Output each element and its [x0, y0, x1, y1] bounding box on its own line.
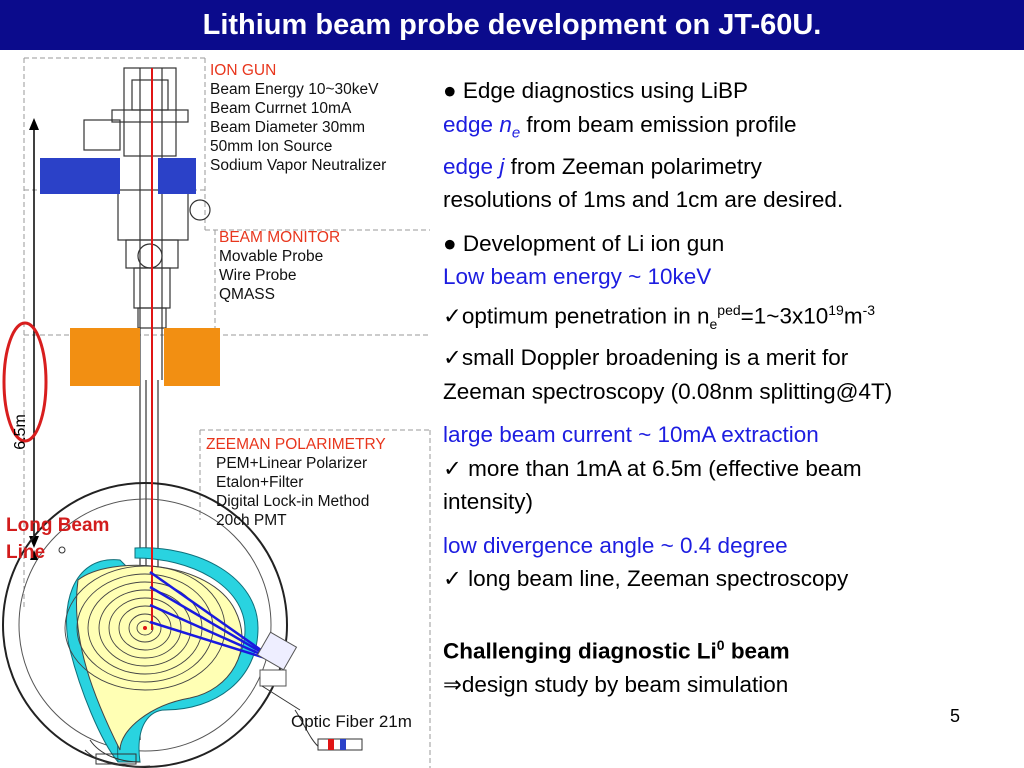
neutralizer-magnet-left: [40, 158, 120, 194]
edge-j-line: edge j from Zeeman polarimetry: [443, 153, 762, 179]
beam-monitor-heading: BEAM MONITOR: [219, 229, 341, 246]
edge-ne-line: edge ne from beam emission profile: [443, 111, 797, 142]
ion-gun-line: Sodium Vapor Neutralizer: [210, 157, 387, 174]
beamline-drawing: [2, 57, 431, 768]
more-than-line: ✓ more than 1mA at 6.5m (effective beam: [443, 455, 862, 481]
beam-monitor-line: QMASS: [219, 286, 275, 303]
beam-monitor-line: Wire Probe: [219, 267, 297, 284]
zeeman-line: Digital Lock-in Method: [216, 493, 370, 510]
ion-gun-line: Beam Diameter 30mm: [210, 119, 366, 136]
neutralizer-magnet-right: [158, 158, 196, 194]
zeeman-sightlines: [149, 570, 279, 664]
bullet-ion-gun: ● Development of Li ion gun: [443, 230, 725, 256]
zeeman-heading: ZEEMAN POLARIMETRY: [206, 436, 386, 453]
long-beam-line-1: Long Beam: [6, 515, 110, 536]
length-label: 6.5m: [12, 414, 29, 450]
beam-monitor-label: BEAM MONITOR Movable Probe Wire Probe QM…: [219, 229, 340, 304]
ion-gun-label: ION GUN Beam Energy 10~30keV Beam Currne…: [210, 62, 386, 175]
slide-body: ● Edge diagnostics using LiBP edge ne fr…: [443, 74, 1023, 701]
coil-left: [70, 328, 140, 386]
long-beam-line-2: Line: [6, 542, 46, 563]
vacuum-vessel: [2, 482, 288, 768]
challenging-line: Challenging diagnostic Li0 beam: [443, 636, 790, 664]
intensity-line: intensity): [443, 489, 534, 514]
bullet-edge-diagnostics: ● Edge diagnostics using LiBP: [443, 78, 749, 103]
ion-gun-heading: ION GUN: [210, 62, 277, 79]
length-ellipse: [2, 321, 48, 443]
zeeman-line: Etalon+Filter: [216, 474, 304, 491]
zeeman-spectroscopy-line: Zeeman spectroscopy (0.08nm splitting@4T…: [443, 378, 893, 404]
ion-gun-line: 50mm Ion Source: [210, 138, 333, 155]
doppler-line: ✓small Doppler broadening is a merit for: [443, 345, 849, 370]
resolution-line: resolutions of 1ms and 1cm are desired.: [443, 187, 844, 212]
bullet-dot-icon: ●: [443, 78, 457, 103]
beam-monitor-line: Movable Probe: [219, 248, 324, 265]
zeeman-label: ZEEMAN POLARIMETRY PEM+Linear Polarizer …: [206, 436, 386, 530]
ion-gun-line: Beam Energy 10~30keV: [210, 81, 379, 98]
zeeman-line: PEM+Linear Polarizer: [216, 455, 368, 472]
libp-diagram: ION GUN Beam Energy 10~30keV Beam Currne…: [0, 50, 440, 768]
long-beam-line-label: Long Beam Line: [6, 512, 109, 566]
optimum-penetration: ✓optimum penetration in neped=1~3x1019m-…: [443, 301, 876, 332]
optic-fiber-label: Optic Fiber 21m: [291, 712, 412, 731]
page-number: 5: [950, 706, 961, 726]
large-beam-current: large beam current ~ 10mA extraction: [443, 422, 819, 447]
ion-gun-line: Beam Currnet 10mA: [210, 100, 352, 117]
low-divergence: low divergence angle ~ 0.4 degree: [443, 532, 788, 558]
long-beam-line-check: ✓ long beam line, Zeeman spectroscopy: [443, 566, 849, 591]
zeeman-line: 20ch PMT: [216, 512, 287, 529]
low-beam-energy: Low beam energy ~ 10keV: [443, 264, 712, 289]
slide-title: Lithium beam probe development on JT-60U…: [0, 0, 1024, 50]
coil-right: [164, 328, 220, 386]
design-study-line: ⇒design study by beam simulation: [443, 671, 789, 697]
bullet-dot-icon: ●: [443, 230, 457, 256]
